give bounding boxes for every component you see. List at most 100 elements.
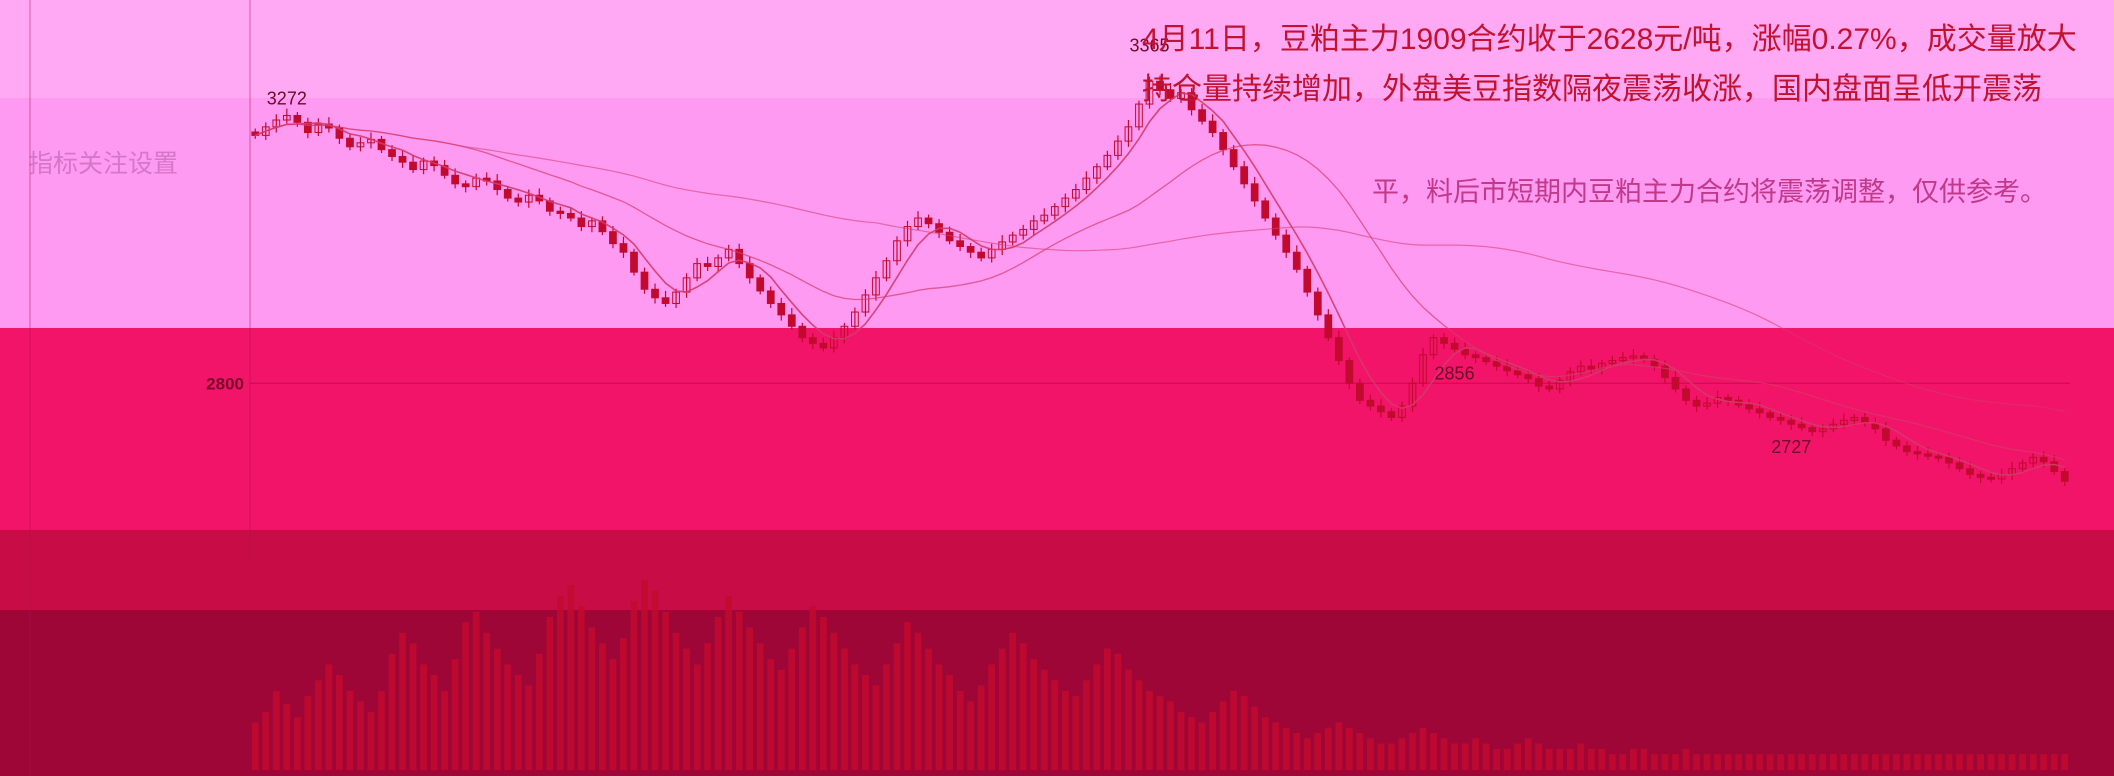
volume-bar-8 <box>336 675 343 770</box>
candle-body-86 <box>1156 80 1164 91</box>
candle-body-20 <box>461 183 470 188</box>
candle-body-104 <box>1345 359 1354 384</box>
volume-bar-147 <box>1798 754 1806 770</box>
volume-bar-172 <box>2061 754 2069 770</box>
volume-bar-19 <box>451 659 459 770</box>
panel-band-light <box>0 98 2114 328</box>
candle-body-77 <box>1061 197 1070 208</box>
volume-bar-91 <box>1209 711 1216 770</box>
volume-bar-73 <box>1019 643 1027 770</box>
volume-bar-51 <box>788 648 796 770</box>
volume-bar-52 <box>798 627 806 770</box>
volume-bar-57 <box>851 664 859 770</box>
candle-body-117 <box>1482 357 1490 363</box>
volume-bar-78 <box>1072 696 1080 770</box>
volume-bar-163 <box>1966 754 1974 770</box>
price-annotation-0: 3365 <box>1129 35 1169 55</box>
candle-body-110 <box>1408 382 1417 407</box>
candle-body-122 <box>1534 378 1543 387</box>
volume-bar-150 <box>1829 754 1837 770</box>
candle-body-72 <box>1008 234 1017 243</box>
candle-body-84 <box>1135 103 1143 128</box>
candle-body-105 <box>1356 382 1364 401</box>
volume-bar-71 <box>998 648 1006 770</box>
volume-bar-44 <box>714 616 722 770</box>
candle-body-53 <box>808 337 817 344</box>
candle-body-116 <box>1471 354 1480 359</box>
volume-bar-15 <box>409 643 417 770</box>
candle-body-54 <box>819 342 828 349</box>
volume-bar-74 <box>1030 659 1038 770</box>
candle-body-95 <box>1250 183 1259 202</box>
candle-body-138 <box>1703 402 1711 407</box>
candle-body-82 <box>1114 140 1122 156</box>
volume-bar-149 <box>1819 754 1827 770</box>
volume-bar-9 <box>346 690 354 770</box>
candle-body-103 <box>1334 337 1343 361</box>
candle-body-42 <box>693 263 701 279</box>
volume-bar-66 <box>946 675 953 770</box>
candle-body-9 <box>346 137 354 148</box>
candle-body-4 <box>293 114 302 123</box>
volume-bar-35 <box>620 638 627 770</box>
volume-bar-106 <box>1367 738 1374 770</box>
candle-body-81 <box>1103 154 1112 168</box>
candle-body-56 <box>840 325 849 339</box>
candle-body-123 <box>1545 385 1554 390</box>
indicator-settings-label: 指标关注设置 <box>28 150 179 178</box>
candle-body-115 <box>1461 348 1469 356</box>
ma-line-5 <box>254 92 2065 476</box>
volume-bar-158 <box>1914 754 1921 770</box>
candle-body-79 <box>1082 177 1091 191</box>
candle-body-159 <box>1924 453 1932 457</box>
candle-body-134 <box>1661 365 1669 379</box>
volume-bar-33 <box>599 643 606 770</box>
volume-bar-141 <box>1735 754 1742 770</box>
candle-body-51 <box>787 314 796 327</box>
volume-bar-21 <box>472 611 480 770</box>
volume-bar-111 <box>1419 727 1427 770</box>
volume-bar-168 <box>2019 754 2027 770</box>
volume-bar-112 <box>1430 733 1437 770</box>
candle-body-169 <box>2029 456 2038 464</box>
candle-body-152 <box>1850 416 1859 421</box>
candle-body-124 <box>1555 379 1564 390</box>
candle-body-87 <box>1166 89 1175 99</box>
volume-bar-117 <box>1482 743 1490 770</box>
candle-body-74 <box>1029 220 1038 230</box>
volume-bar-7 <box>325 664 333 770</box>
candle-body-34 <box>609 231 617 245</box>
volume-bar-101 <box>1314 733 1322 770</box>
volume-bar-144 <box>1766 754 1774 770</box>
volume-bar-16 <box>420 664 427 770</box>
candle-body-92 <box>1219 132 1227 151</box>
candle-body-35 <box>619 243 628 253</box>
volume-bar-134 <box>1661 754 1669 770</box>
volume-bar-14 <box>399 632 406 770</box>
candle-body-32 <box>588 220 596 228</box>
volume-bar-107 <box>1377 743 1385 770</box>
candle-body-8 <box>335 127 344 139</box>
volume-bar-130 <box>1619 754 1627 770</box>
candle-body-160 <box>1934 455 1943 459</box>
volume-bar-82 <box>1114 653 1122 770</box>
candle-body-168 <box>2018 462 2027 470</box>
candle-body-61 <box>893 240 901 262</box>
candle-body-172 <box>2060 471 2069 482</box>
candle-body-15 <box>409 161 417 171</box>
candle-body-109 <box>1398 405 1406 418</box>
volume-bar-100 <box>1303 738 1311 770</box>
candle-body-96 <box>1261 200 1270 219</box>
volume-bar-13 <box>388 653 396 770</box>
volume-bar-3 <box>283 704 291 770</box>
candle-body-170 <box>2039 456 2048 463</box>
volume-bar-67 <box>956 690 964 770</box>
volume-bar-46 <box>735 611 743 770</box>
candle-body-107 <box>1377 405 1385 413</box>
candle-body-38 <box>651 288 659 299</box>
candle-body-127 <box>1587 365 1596 370</box>
candle-body-76 <box>1050 206 1059 216</box>
candle-body-14 <box>398 155 407 163</box>
volume-bar-136 <box>1682 748 1690 770</box>
ma-line-20 <box>255 123 2065 461</box>
